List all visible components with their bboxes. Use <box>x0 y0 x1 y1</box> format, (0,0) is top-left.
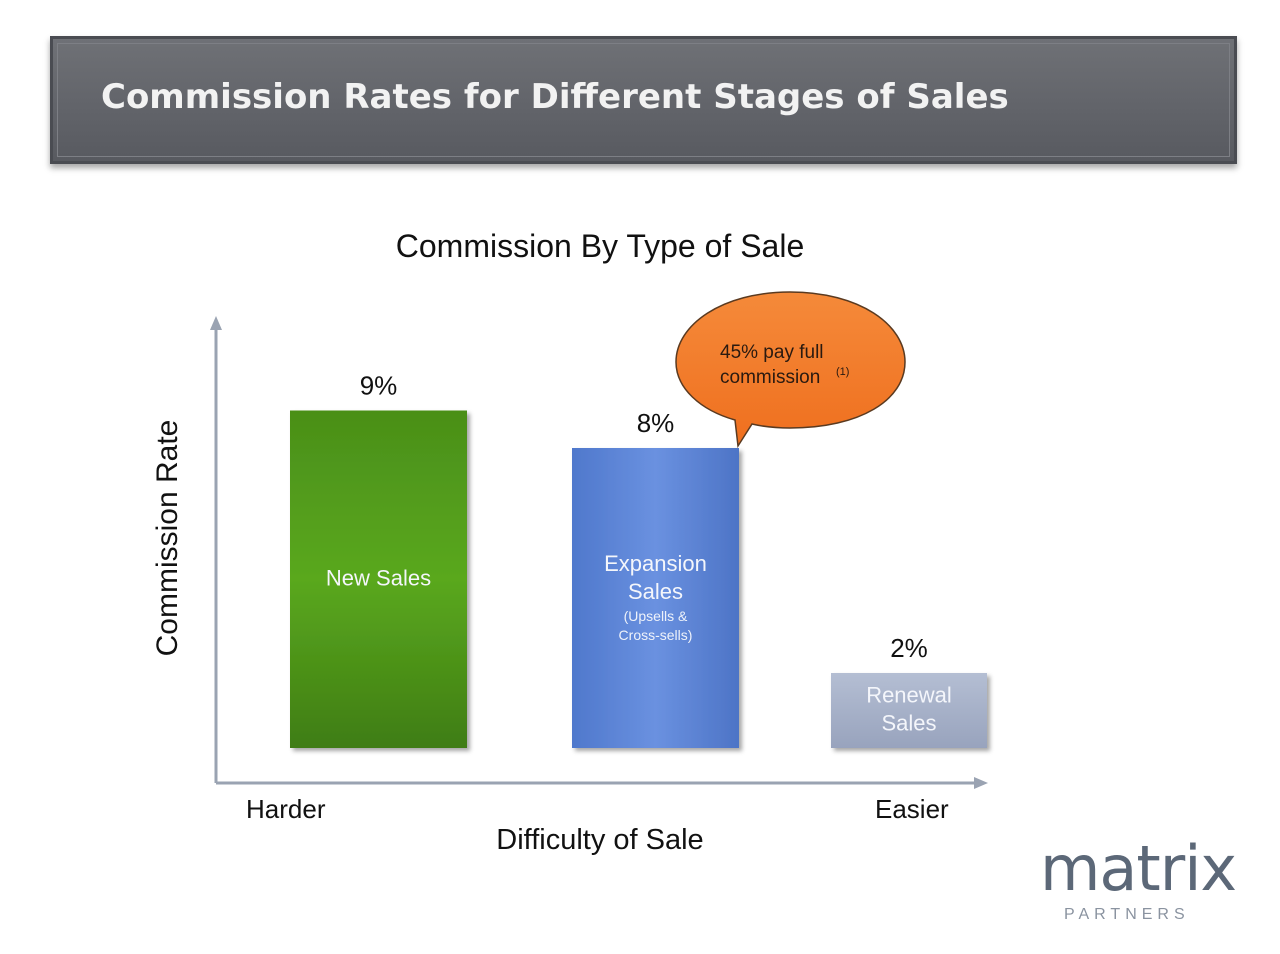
x-axis-right-label: Easier <box>875 794 949 824</box>
bar-expansion-sales <box>572 448 739 748</box>
callout-line-0: 45% pay full <box>720 342 824 363</box>
callout-line-1: commission <box>720 367 820 388</box>
x-axis-left-label: Harder <box>246 794 326 824</box>
bar-new-sales <box>290 410 467 748</box>
callout-bubble <box>675 291 906 449</box>
value-label-renewal-sales: 2% <box>890 633 928 663</box>
x-axis-arrow <box>974 777 988 789</box>
callout-footnote: (1) <box>836 366 849 378</box>
bar-sublabel-expansion-sales-1: Cross-sells) <box>619 627 693 643</box>
x-axis-label: Difficulty of Sale <box>496 824 704 856</box>
bars-group: 9% New Sales 8% Expansion Sales (Upsells & Cro… <box>290 371 987 748</box>
bar-sublabel-expansion-sales-0: (Upsells & <box>624 608 688 624</box>
chart-title: Commission By Type of Sale <box>395 228 805 264</box>
bar-label-expansion-sales-0: Expansion <box>604 551 707 576</box>
bar-label-renewal-sales-1: Sales <box>881 711 936 736</box>
bar-label-new-sales-0: New Sales <box>326 565 431 590</box>
matrix-logo: matrix <box>1040 832 1237 905</box>
y-axis-arrow <box>210 316 222 330</box>
callout-group: 45% pay full commission (1) <box>675 291 906 449</box>
bar-renewal-sales <box>831 673 987 748</box>
matrix-logo-sub: PARTNERS <box>1064 906 1190 923</box>
y-axis-label: Commission Rate <box>151 419 184 657</box>
bar-label-expansion-sales-1: Sales <box>628 579 683 604</box>
value-label-expansion-sales: 8% <box>637 408 675 438</box>
title-banner: Commission Rates for Different Stages of… <box>50 36 1237 164</box>
value-label-new-sales: 9% <box>360 371 398 401</box>
bar-label-renewal-sales-0: Renewal <box>866 683 952 708</box>
title-banner-border <box>57 43 1230 157</box>
slide-title: Commission Rates for Different Stages of… <box>101 77 1009 117</box>
